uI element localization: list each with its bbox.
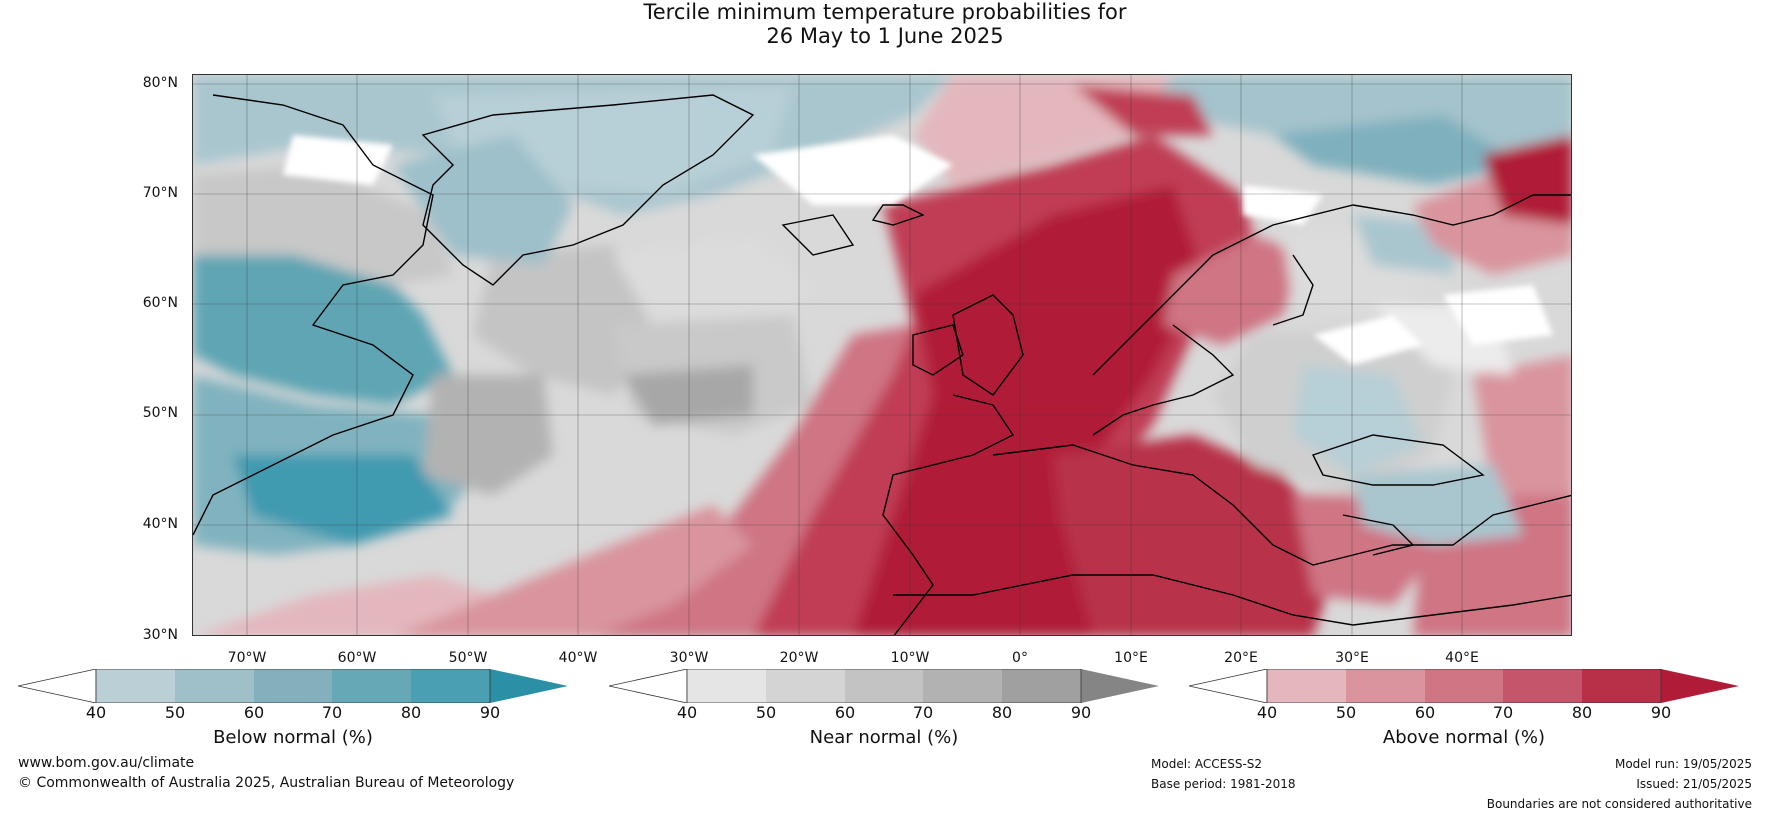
lon-label-0: 0°	[1012, 650, 1028, 666]
legend-above-tick-40: 40	[1256, 703, 1278, 722]
lat-label-30n: 30°N	[142, 627, 178, 643]
footer-issued: Issued: 21/05/2025	[1636, 777, 1752, 791]
legend-below-label: Below normal (%)	[213, 727, 373, 748]
lat-label-60n: 60°N	[142, 295, 178, 311]
lon-label-50w: 50°W	[448, 650, 488, 666]
legend-above-tick-70: 70	[1492, 703, 1514, 722]
legend-below-tick-50: 50	[164, 703, 186, 722]
title-line-2: 26 May to 1 June 2025	[766, 24, 1004, 48]
legend-near-tick-90: 90	[1070, 703, 1092, 722]
lon-label-30e: 30°E	[1335, 650, 1369, 666]
legend-below-tick-40: 40	[85, 703, 107, 722]
neutral-patches	[283, 135, 1553, 365]
legend-near-label: Near normal (%)	[809, 727, 959, 748]
lat-label-70n: 70°N	[142, 185, 178, 201]
legend-below-tick-60: 60	[243, 703, 265, 722]
footer-model-run: Model run: 19/05/2025	[1614, 757, 1752, 771]
lon-label-30w: 30°W	[669, 650, 709, 666]
legend-above-colorbar	[1189, 669, 1739, 703]
footer-website-link[interactable]: www.bom.gov.au/climate	[18, 755, 195, 771]
legend-below-tick-90: 90	[479, 703, 501, 722]
lon-label-40w: 40°W	[558, 650, 598, 666]
legend-near-tick-60: 60	[834, 703, 856, 722]
lat-label-80n: 80°N	[142, 75, 178, 91]
legend-above-tick-60: 60	[1414, 703, 1436, 722]
legend-near-colorbar	[609, 669, 1159, 703]
lon-label-20w: 20°W	[779, 650, 819, 666]
legend-below-colorbar	[18, 669, 568, 703]
legend-above-tick-80: 80	[1571, 703, 1593, 722]
lon-label-60w: 60°W	[337, 650, 377, 666]
legend-near-tick-40: 40	[676, 703, 698, 722]
legend-near-tick-70: 70	[912, 703, 934, 722]
legend-near-tick-80: 80	[991, 703, 1013, 722]
map-title: Tercile minimum temperature probabilitie…	[0, 0, 1770, 48]
title-line-1: Tercile minimum temperature probabilitie…	[643, 0, 1127, 24]
legend-above-tick-50: 50	[1335, 703, 1357, 722]
legend-near-tick-50: 50	[755, 703, 777, 722]
footer-copyright: © Commonwealth of Australia 2025, Austra…	[18, 775, 515, 791]
footer-base-period: Base period: 1981-2018	[1151, 777, 1296, 791]
lon-label-40e: 40°E	[1445, 650, 1479, 666]
lat-label-50n: 50°N	[142, 405, 178, 421]
lon-label-10w: 10°W	[890, 650, 930, 666]
legend-below-tick-80: 80	[400, 703, 422, 722]
map-canvas	[193, 75, 1571, 635]
lon-label-10e: 10°E	[1114, 650, 1148, 666]
lon-label-20e: 20°E	[1224, 650, 1258, 666]
footer-disclaimer: Boundaries are not considered authoritat…	[1486, 797, 1752, 811]
legend-below-tick-70: 70	[321, 703, 343, 722]
lon-label-70w: 70°W	[227, 650, 267, 666]
footer-model: Model: ACCESS-S2	[1151, 757, 1263, 771]
map-panel[interactable]	[192, 74, 1572, 636]
lat-label-40n: 40°N	[142, 516, 178, 532]
coastlines	[193, 94, 1571, 635]
probability-field	[193, 75, 1571, 635]
legend-above-label: Above normal (%)	[1382, 727, 1546, 748]
graticule	[193, 75, 1571, 635]
legend-above-tick-90: 90	[1650, 703, 1672, 722]
